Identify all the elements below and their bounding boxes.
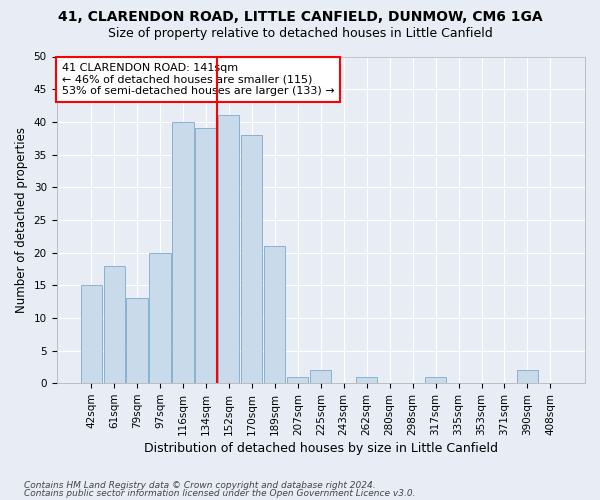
Bar	[172, 122, 194, 383]
Bar	[104, 266, 125, 383]
Bar	[196, 128, 217, 383]
Bar	[80, 285, 101, 383]
Text: Contains HM Land Registry data © Crown copyright and database right 2024.: Contains HM Land Registry data © Crown c…	[24, 480, 376, 490]
Text: 41 CLARENDON ROAD: 141sqm
← 46% of detached houses are smaller (115)
53% of semi: 41 CLARENDON ROAD: 141sqm ← 46% of detac…	[62, 63, 334, 96]
Bar	[241, 135, 262, 383]
Bar	[356, 376, 377, 383]
Bar	[127, 298, 148, 383]
Bar	[149, 252, 170, 383]
Bar	[218, 116, 239, 383]
Bar	[310, 370, 331, 383]
Text: 41, CLARENDON ROAD, LITTLE CANFIELD, DUNMOW, CM6 1GA: 41, CLARENDON ROAD, LITTLE CANFIELD, DUN…	[58, 10, 542, 24]
Bar	[287, 376, 308, 383]
Y-axis label: Number of detached properties: Number of detached properties	[15, 127, 28, 313]
Bar	[264, 246, 286, 383]
Bar	[517, 370, 538, 383]
Bar	[425, 376, 446, 383]
Text: Contains public sector information licensed under the Open Government Licence v3: Contains public sector information licen…	[24, 489, 415, 498]
Text: Size of property relative to detached houses in Little Canfield: Size of property relative to detached ho…	[107, 28, 493, 40]
X-axis label: Distribution of detached houses by size in Little Canfield: Distribution of detached houses by size …	[144, 442, 498, 455]
